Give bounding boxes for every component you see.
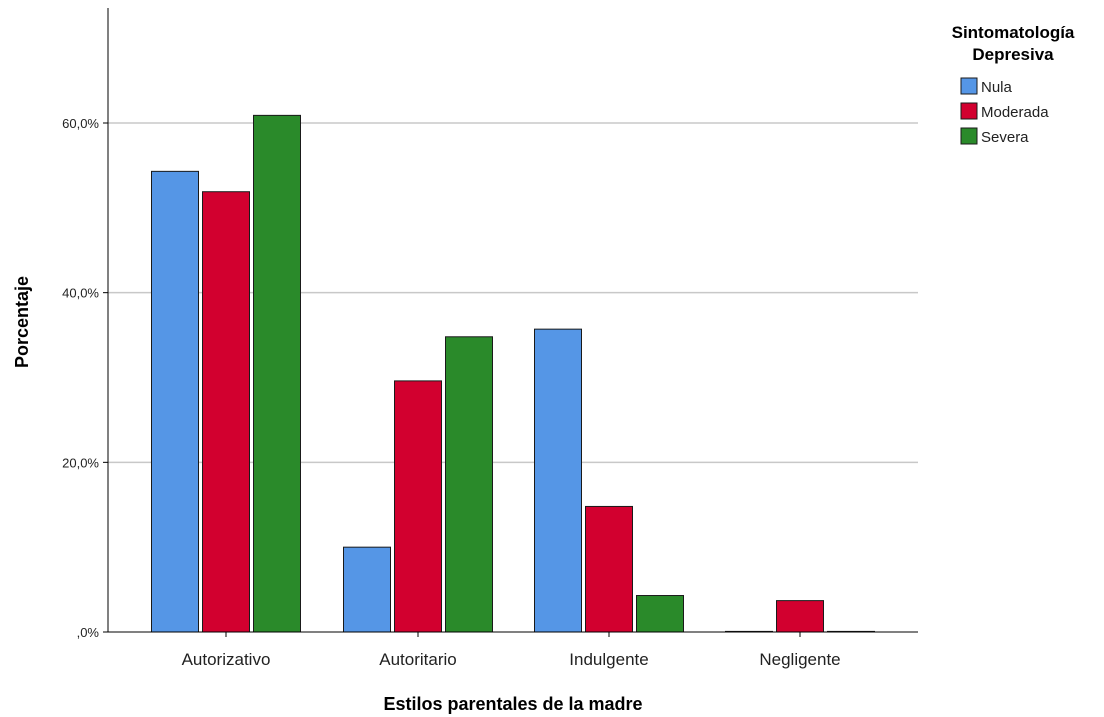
- y-tick-label: 60,0%: [62, 116, 99, 131]
- bar-moderada-negligente: [776, 600, 824, 633]
- bar-nula-autoritario: [343, 546, 391, 633]
- x-axis-categories: Autorizativo Autoritario Indulgente Neglige…: [182, 632, 841, 669]
- y-axis-ticks: ,0% 20,0% 40,0% 60,0%: [62, 116, 108, 640]
- bar-moderada-autoritario: [394, 380, 442, 633]
- legend-label-nula: Nula: [981, 79, 1013, 96]
- legend-items: Nula Moderada Severa: [960, 77, 1049, 146]
- bar-severa-indulgente: [636, 595, 684, 633]
- x-category-label: Indulgente: [569, 650, 648, 669]
- y-axis-title: Porcentaje: [12, 276, 32, 368]
- bar-nula-autorizativo: [151, 170, 199, 633]
- bars: [151, 114, 875, 633]
- bar-moderada-indulgente: [585, 505, 633, 633]
- legend-swatch-moderada: [960, 102, 978, 120]
- axes: [107, 8, 918, 633]
- x-category-label: Autorizativo: [182, 650, 271, 669]
- y-tick-label: 20,0%: [62, 455, 99, 470]
- legend-label-moderada: Moderada: [981, 104, 1049, 121]
- bar-severa-autorizativo: [253, 114, 301, 633]
- bar-nula-indulgente: [534, 328, 582, 633]
- x-category-label: Autoritario: [379, 650, 456, 669]
- y-tick-label: ,0%: [77, 625, 100, 640]
- x-category-label: Negligente: [759, 650, 840, 669]
- y-tick-label: 40,0%: [62, 286, 99, 301]
- x-axis-title: Estilos parentales de la madre: [383, 694, 642, 714]
- legend-swatch-severa: [960, 127, 978, 145]
- legend-swatch-nula: [960, 77, 978, 95]
- legend-label-severa: Severa: [981, 129, 1029, 146]
- legend: Sintomatología Depresiva Nula Moderada Sev…: [952, 23, 1075, 146]
- bar-severa-autoritario: [445, 336, 493, 633]
- bar-moderada-autorizativo: [202, 191, 250, 633]
- legend-title-line-1: Sintomatología: [952, 23, 1075, 42]
- legend-title-line-2: Depresiva: [972, 45, 1054, 64]
